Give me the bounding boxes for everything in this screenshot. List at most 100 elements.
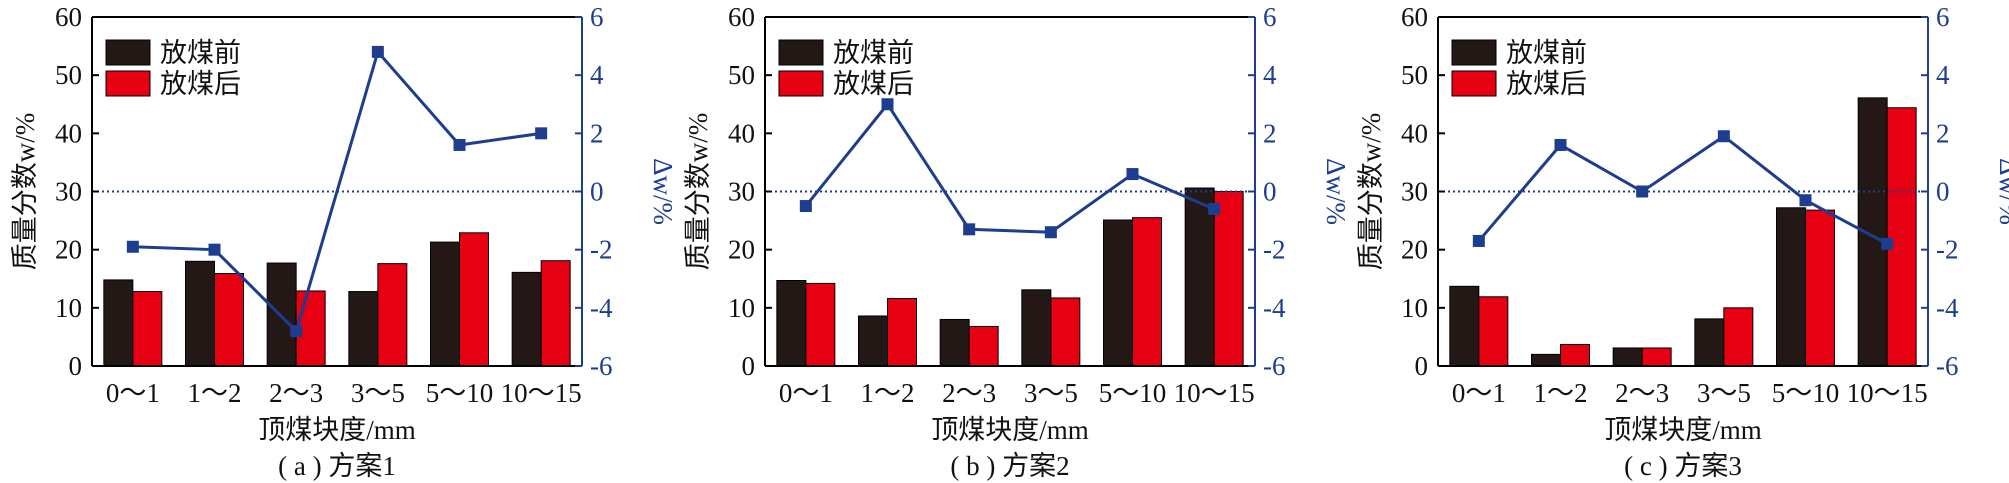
left-tick-label: 10 [55,293,82,323]
bar-after-5 [1805,209,1835,367]
delta-w-line [804,101,1215,234]
legend-swatch-after [1451,70,1497,97]
delta-w-marker-4 [1044,226,1057,239]
category-label: 10～15 [1847,378,1928,408]
bar-after-1 [1478,296,1509,367]
bar-before-3 [939,318,970,367]
panel-caption: ( a ) 方案1 [278,451,396,481]
category-label: 1～2 [1534,378,1588,408]
bar-before-4 [348,291,379,367]
bar-before-6 [511,271,542,367]
delta-w-marker-1 [126,240,139,253]
right-tick-label: -2 [1263,235,1286,265]
bar-before-2 [858,315,888,367]
legend-swatch-after [778,70,824,97]
delta-w-marker-3 [290,325,303,338]
legend-swatch-after [105,70,151,97]
right-tick-label: 4 [590,60,604,90]
delta-w-marker-5 [1126,168,1139,181]
right-tick-label: 2 [1263,118,1277,148]
bar-after-4 [1723,307,1754,367]
y-axis-label-right: Δw/% [1321,158,1351,225]
legend-swatch-before [1451,39,1497,66]
category-label: 1～2 [861,378,915,408]
right-tick-label: 0 [1936,177,1950,207]
chart-panel-3: 0 10 20 30 40 50 60 -6 -4 -2 0 2 4 6 0～1 1～2 2～3 3～5 5～10 1… [1356,2,2009,481]
chart-panel-1: 0 10 20 30 40 50 60 -6 -4 -2 0 2 4 6 0～1 1～2 2～3 3～5 5～10 1… [10,2,678,481]
bar-before-1 [776,279,807,367]
category-label: 3～5 [1697,378,1751,408]
chart-panel-2: 0 10 20 30 40 50 60 -6 -4 -2 0 2 4 6 0～1 1～2 2～3 3～5 5～10 1… [683,2,1351,481]
right-tick-label: 6 [1936,2,1950,32]
left-tick-label: 50 [55,60,82,90]
left-tick-label: 60 [728,2,755,32]
delta-w-marker-5 [1799,194,1812,207]
right-tick-label: 4 [1936,60,1950,90]
delta-w-marker-2 [881,98,894,111]
delta-w-marker-1 [1472,234,1485,247]
delta-w-line [1477,134,1888,246]
category-label: 0～1 [779,378,833,408]
right-tick-label: -4 [1936,293,1959,323]
x-axis-label: 顶煤块度/mm [931,415,1089,445]
bar-after-3 [1641,347,1672,367]
delta-w-marker-5 [453,138,466,151]
category-label: 5～10 [426,378,494,408]
left-tick-label: 10 [728,293,755,323]
bar-before-5 [1103,219,1133,367]
category-label: 2～3 [269,378,323,408]
left-tick-label: 20 [728,235,755,265]
left-tick-label: 0 [69,351,83,381]
left-tick-label: 0 [742,351,756,381]
left-tick-label: 60 [55,2,82,32]
bar-before-3 [266,262,297,367]
right-tick-label: 0 [590,177,604,207]
y-axis-label: 质量分数w/% [683,113,713,271]
right-tick-label: -2 [590,235,613,265]
y-axis-label: 质量分数w/% [10,113,40,271]
right-tick-label: 0 [1263,177,1277,207]
bar-after-5 [459,232,489,367]
left-tick-label: 50 [728,60,755,90]
delta-w-marker-1 [799,200,812,213]
delta-w-marker-2 [1554,138,1567,151]
bar-before-5 [1776,207,1806,367]
x-axis-label: 顶煤块度/mm [1604,415,1762,445]
bar-after-3 [968,325,999,367]
panel-caption: ( b ) 方案2 [950,451,1069,481]
left-tick-label: 50 [1401,60,1428,90]
delta-w-line [132,48,542,334]
right-tick-label: -6 [1936,351,1959,381]
category-label: 10～15 [1174,378,1255,408]
delta-w-marker-3 [963,223,976,236]
bar-after-4 [1050,297,1081,367]
delta-w-marker-6 [535,127,548,140]
left-tick-label: 40 [55,118,82,148]
bar-after-6 [540,260,571,367]
right-tick-label: 6 [1263,2,1277,32]
bar-before-4 [1021,289,1052,367]
left-tick-label: 0 [1415,351,1429,381]
left-tick-label: 10 [1401,293,1428,323]
bar-after-2 [1560,343,1590,367]
bar-before-1 [103,279,134,367]
category-label: 5～10 [1772,378,1840,408]
delta-w-marker-4 [1717,130,1730,143]
delta-w-marker-3 [1636,185,1649,198]
category-label: 0～1 [106,378,160,408]
legend-label: 放煤前 [1506,38,1587,68]
left-tick-label: 20 [1401,235,1428,265]
bar-before-6 [1184,187,1215,367]
delta-w-marker-4 [371,45,384,58]
right-tick-label: -2 [1936,235,1959,265]
right-tick-label: -4 [590,293,613,323]
bar-after-6 [1213,191,1244,367]
left-tick-label: 40 [728,118,755,148]
category-label: 2～3 [942,378,996,408]
legend-label: 放煤后 [1506,69,1587,99]
bar-before-4 [1694,318,1725,367]
delta-w-marker-6 [1208,202,1221,215]
y-axis-label-right: Δw/% [648,158,678,225]
y-axis-label-right: Δw/% [1994,158,2009,225]
